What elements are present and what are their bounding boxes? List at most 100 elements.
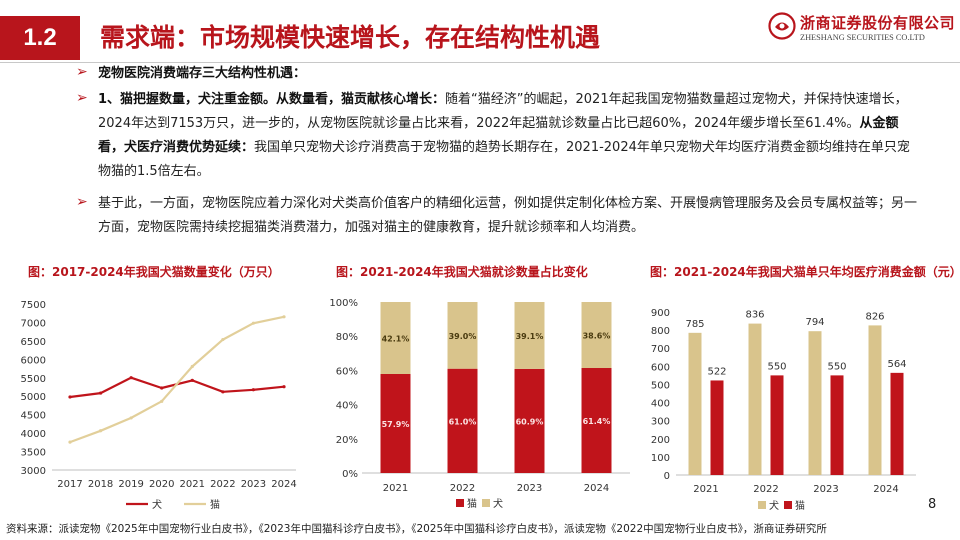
data-label: 564 <box>887 359 906 370</box>
data-label: 836 <box>745 310 764 321</box>
y-tick-label: 4000 <box>21 429 46 440</box>
section-number-badge: 1.2 <box>0 16 80 60</box>
legend-label: 犬 <box>493 497 503 510</box>
data-point <box>221 390 225 394</box>
x-tick-label: 2024 <box>873 484 898 495</box>
bold-text-segment: 从金额看，犬医疗消费优势延续： <box>98 116 899 155</box>
y-tick-label: 100 <box>651 453 670 464</box>
bullet-arrow-icon: ➢ <box>76 90 88 106</box>
data-label: 826 <box>865 311 884 322</box>
y-tick-label: 0% <box>342 469 358 480</box>
x-tick-label: 2020 <box>149 479 174 490</box>
chart-title-pet-count: 图：2017-2024年我国犬猫数量变化（万只） <box>28 265 280 279</box>
x-tick-label: 2019 <box>118 479 143 490</box>
chart-title-spending: 图：2021-2024年我国犬猫单只年均医疗消费金额（元） <box>650 265 960 279</box>
data-point <box>251 321 256 325</box>
legend-label: 猫 <box>467 497 477 510</box>
line-chart-pet-count: 3000 3500 4000 4500 5000 5500 6000 6500 7000 7500… <box>21 300 297 511</box>
y-tick-label: 700 <box>651 344 670 355</box>
data-label: 522 <box>707 366 726 377</box>
bar-cat-spending <box>770 375 784 475</box>
logo-chinese-name: 浙商证券股份有限公司 <box>800 14 956 32</box>
logo-mark-icon <box>768 12 796 40</box>
data-label: 61.0% <box>449 417 477 426</box>
data-point <box>190 378 194 382</box>
x-tick-label: 2022 <box>753 484 778 495</box>
legend-swatch <box>482 499 490 507</box>
data-label: 38.6% <box>583 332 611 341</box>
y-tick-label: 4500 <box>21 411 46 422</box>
x-tick-label: 2018 <box>88 479 113 490</box>
y-tick-label: 5000 <box>21 392 46 403</box>
bar-dog-share <box>380 302 411 374</box>
legend-label: 犬 <box>152 498 162 511</box>
text-segment: 我国单只宠物犬诊疗消费高于宠物猫的趋势长期存在，2021-2024年单只宠物犬年… <box>98 140 910 179</box>
data-point <box>190 364 194 369</box>
data-label: 42.1% <box>382 334 410 343</box>
data-point <box>68 395 72 399</box>
series-line-dog <box>69 376 285 399</box>
data-label: 39.0% <box>449 332 477 341</box>
title-divider <box>0 62 960 63</box>
data-point <box>129 376 133 380</box>
bullet-text-3: 基于此，一方面，宠物医院应着力深化对犬类高价值客户的精细化运营，例如提供定制化体… <box>98 192 918 240</box>
x-tick-label: 2021 <box>383 483 408 494</box>
page-number: 8 <box>928 497 937 512</box>
x-tick-label: 2017 <box>57 479 82 490</box>
y-tick-label: 500 <box>651 380 670 391</box>
data-point <box>221 337 225 342</box>
y-tick-label: 7500 <box>21 300 46 311</box>
stacked-bar-chart-visit-share: 0% 20% 40% 60% 80% 100% 57.9% 42.1% 2021 61.0% 39.… <box>329 298 630 510</box>
bar-dog-spending <box>748 323 762 475</box>
data-label: 39.1% <box>516 332 544 341</box>
data-point <box>160 399 164 403</box>
y-tick-label: 3000 <box>21 466 46 477</box>
page-title: 需求端：市场规模快速增长，存在结构性机遇 <box>100 23 601 52</box>
company-logo: 浙商证券股份有限公司 ZHESHANG SECURITIES CO.LTD <box>768 8 955 50</box>
x-tick-label: 2023 <box>813 484 838 495</box>
y-tick-label: 100% <box>329 298 358 309</box>
bar-dog-share <box>514 302 545 369</box>
y-tick-label: 400 <box>651 399 670 410</box>
bullet-arrow-icon: ➢ <box>76 194 88 210</box>
legend-swatch <box>456 499 464 507</box>
y-tick-label: 300 <box>651 417 670 428</box>
bar-cat-share <box>380 373 411 473</box>
legend-swatch <box>758 501 766 509</box>
x-tick-label: 2023 <box>517 483 542 494</box>
x-tick-label: 2021 <box>180 479 205 490</box>
data-label: 785 <box>685 319 704 330</box>
bar-cat-spending <box>830 375 844 475</box>
x-tick-label: 2024 <box>271 479 296 490</box>
data-label: 550 <box>827 361 846 372</box>
data-label: 57.9% <box>382 420 410 429</box>
x-tick-label: 2023 <box>241 479 266 490</box>
y-tick-label: 40% <box>336 401 358 412</box>
bar-dog-share <box>447 302 478 369</box>
series-line-cat <box>69 315 285 444</box>
y-tick-label: 800 <box>651 326 670 337</box>
bar-cat-share <box>447 368 478 473</box>
y-tick-label: 600 <box>651 362 670 373</box>
bullet-arrow-icon: ➢ <box>76 64 88 80</box>
y-tick-label: 60% <box>336 366 358 377</box>
y-tick-label: 7000 <box>21 318 46 329</box>
data-point <box>68 440 72 444</box>
text-segment: 基于此，一方面，宠物医院应着力深化对犬类高价值客户的精细化运营，例如提供定制化体… <box>98 196 918 235</box>
bar-cat-spending <box>710 380 724 475</box>
source-note: 资料来源：派读宠物《2025年中国宠物行业白皮书》，《2023年中国猫科诊疗白皮… <box>6 523 827 535</box>
legend-label: 猫 <box>795 499 805 512</box>
y-tick-label: 0 <box>664 471 670 482</box>
x-tick-label: 2022 <box>450 483 475 494</box>
y-tick-label: 20% <box>336 435 358 446</box>
bar-cat-spending <box>890 372 904 475</box>
legend-label: 犬 <box>769 499 779 512</box>
x-tick-label: 2022 <box>210 479 235 490</box>
data-point <box>160 386 164 390</box>
data-point <box>98 391 103 395</box>
y-tick-label: 900 <box>651 308 670 319</box>
data-label: 60.9% <box>516 417 544 426</box>
bullet-text-1: 宠物医院消费端存三大结构性机遇： <box>98 62 918 86</box>
bold-text-segment: 宠物医院消费端存三大结构性机遇： <box>98 66 307 81</box>
y-tick-label: 5500 <box>21 374 46 385</box>
